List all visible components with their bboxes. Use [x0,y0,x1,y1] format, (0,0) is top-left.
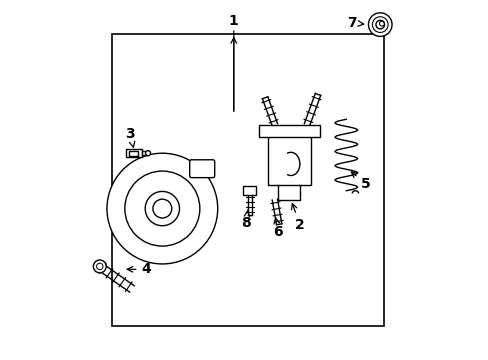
Bar [267,135,310,185]
Bar [258,125,319,137]
Text: 3: 3 [125,127,135,147]
Text: 2: 2 [291,203,304,231]
Bar [142,151,148,156]
Circle shape [153,199,171,218]
Text: 5: 5 [351,172,370,190]
Text: 8: 8 [241,210,251,230]
Bar [243,186,256,195]
Text: 1: 1 [228,14,238,28]
Circle shape [145,151,150,156]
Circle shape [96,263,103,270]
Circle shape [107,153,217,264]
Circle shape [375,20,384,29]
Text: 7: 7 [346,16,363,30]
FancyBboxPatch shape [189,160,214,177]
Circle shape [145,192,179,226]
Circle shape [372,17,387,32]
Bar [112,33,383,327]
Text: 6: 6 [273,218,283,239]
Bar [125,149,142,157]
Circle shape [367,13,391,36]
Circle shape [124,171,200,246]
Text: 4: 4 [127,262,151,276]
Circle shape [93,260,106,273]
Bar [129,151,138,156]
